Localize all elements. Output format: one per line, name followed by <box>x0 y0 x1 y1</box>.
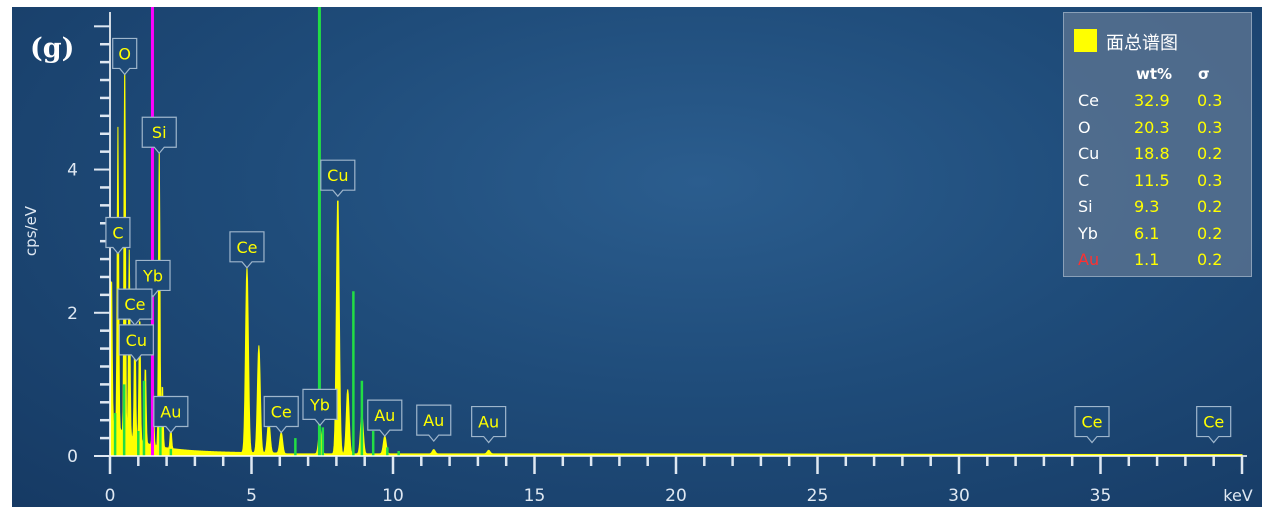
peak-label-text-13: Au <box>478 413 499 432</box>
peak-label-text-1: Si <box>152 123 167 142</box>
y-tick-label-0: 0 <box>67 447 78 467</box>
legend-wt-si: 9.3 <box>1134 197 1160 216</box>
peak-label-9: Ce <box>263 395 299 434</box>
legend-sigma-cu: 0.2 <box>1197 144 1223 163</box>
peak-label-box-7 <box>118 324 154 362</box>
peak-label-box-1 <box>141 116 177 155</box>
peak-label-text-2: Cu <box>327 166 348 185</box>
legend-wt-au: 1.1 <box>1134 250 1160 269</box>
peak-label-0: O <box>112 37 138 76</box>
peak-label-6: Ce <box>117 288 153 327</box>
legend-wt-c: 11.5 <box>1134 170 1170 190</box>
legend-element-yb: Yb <box>1078 223 1098 243</box>
y-axis-label: cps/eV <box>22 205 40 256</box>
peak-label-text-3: C <box>112 223 123 242</box>
peak-label-box-15 <box>1196 405 1232 444</box>
peak-label-text-10: Yb <box>309 395 330 414</box>
chart-area: 0 2 4 0 5 10 15 20 25 30 35 cps/eV keV O Si Cu C Ce Yb Ce Cu… <box>12 7 1262 507</box>
peak-label-box-11 <box>367 399 403 438</box>
peak-label-box-13 <box>471 405 507 444</box>
x-tick-label-10: 10 <box>382 486 404 506</box>
peak-label-11: Au <box>367 399 403 438</box>
legend-sigma-c: 0.3 <box>1197 170 1223 190</box>
peak-label-box-6 <box>117 288 153 327</box>
legend-element-c: C <box>1078 170 1090 190</box>
peak-label-15: Ce <box>1196 405 1232 444</box>
peak-label-text-8: Au <box>160 403 181 422</box>
peak-label-text-14: Ce <box>1082 413 1103 432</box>
legend-wt-ce: 32.9 <box>1134 91 1170 110</box>
peak-label-text-6: Ce <box>124 295 145 314</box>
peak-label-text-11: Au <box>374 406 395 425</box>
peak-label-4: Ce <box>229 231 265 269</box>
x-tick-label-15: 15 <box>524 486 546 506</box>
peak-label-box-4 <box>229 231 265 269</box>
peak-label-text-12: Au <box>423 411 444 430</box>
legend-col-wt: wt% <box>1136 65 1173 83</box>
legend-col-sigma: σ <box>1198 65 1210 83</box>
peak-label-12: Au <box>416 404 452 443</box>
spectrum-fill <box>109 53 1243 457</box>
y-tick-label-2: 2 <box>67 304 78 324</box>
peak-label-13: Au <box>471 405 507 444</box>
peak-label-text-15: Ce <box>1203 413 1224 432</box>
peak-label-1: Si <box>141 116 177 155</box>
legend-title: 面总谱图 <box>1106 33 1178 54</box>
legend-sigma-yb: 0.2 <box>1197 223 1223 243</box>
legend-element-si: Si <box>1078 197 1093 216</box>
legend-sigma-o: 0.3 <box>1197 117 1223 137</box>
peak-label-box-2 <box>320 159 356 198</box>
y-tick-label-4: 4 <box>67 161 78 181</box>
peak-label-14: Ce <box>1074 405 1110 444</box>
peak-label-text-7: Cu <box>126 331 147 350</box>
legend-panel: 面总谱图 wt% σ Ce 32.9 0.3 O 20.3 0.3 Cu 18.8 0.2 C 11… <box>1063 12 1252 277</box>
peak-label-3: C <box>105 216 131 255</box>
legend-swatch <box>1074 29 1097 52</box>
peak-label-text-0: O <box>118 44 131 63</box>
legend-element-o: O <box>1078 117 1091 137</box>
legend-element-cu: Cu <box>1078 144 1100 163</box>
peak-label-10: Yb <box>302 388 338 427</box>
peak-label-box-8 <box>153 395 189 434</box>
legend-wt-o: 20.3 <box>1134 117 1170 137</box>
legend-sigma-si: 0.2 <box>1197 197 1223 216</box>
legend-wt-cu: 18.8 <box>1134 144 1170 163</box>
x-tick-label-5: 5 <box>246 486 257 506</box>
eds-spectrum-plot: 0 2 4 0 5 10 15 20 25 30 35 cps/eV keV O Si Cu C Ce Yb Ce Cu… <box>22 7 1253 506</box>
peak-label-2: Cu <box>320 159 356 198</box>
legend-element-ce: Ce <box>1078 91 1100 110</box>
peak-label-box-14 <box>1074 405 1110 444</box>
legend-element-au: Au <box>1078 250 1100 269</box>
peak-label-box-0 <box>112 37 138 76</box>
peak-label-text-4: Ce <box>236 238 257 257</box>
plot-background <box>12 7 1262 507</box>
legend-wt-yb: 6.1 <box>1134 223 1160 243</box>
x-tick-label-35: 35 <box>1090 486 1112 506</box>
x-tick-label-0: 0 <box>105 486 116 506</box>
legend-sigma-au: 0.2 <box>1197 250 1223 269</box>
peak-label-8: Au <box>153 395 189 434</box>
x-axis-label: keV <box>1223 486 1253 505</box>
legend-sigma-ce: 0.3 <box>1197 91 1223 110</box>
x-tick-label-20: 20 <box>665 486 687 506</box>
peak-label-box-3 <box>105 216 131 255</box>
peak-label-box-12 <box>416 404 452 443</box>
panel-label: (g) <box>30 33 75 64</box>
x-tick-label-25: 25 <box>807 486 829 506</box>
peak-label-text-9: Ce <box>271 403 292 422</box>
peak-label-7: Cu <box>118 324 154 362</box>
peak-label-text-5: Yb <box>142 266 163 285</box>
x-tick-label-30: 30 <box>948 486 970 506</box>
peak-label-box-9 <box>263 395 299 434</box>
peak-label-box-10 <box>302 388 338 427</box>
